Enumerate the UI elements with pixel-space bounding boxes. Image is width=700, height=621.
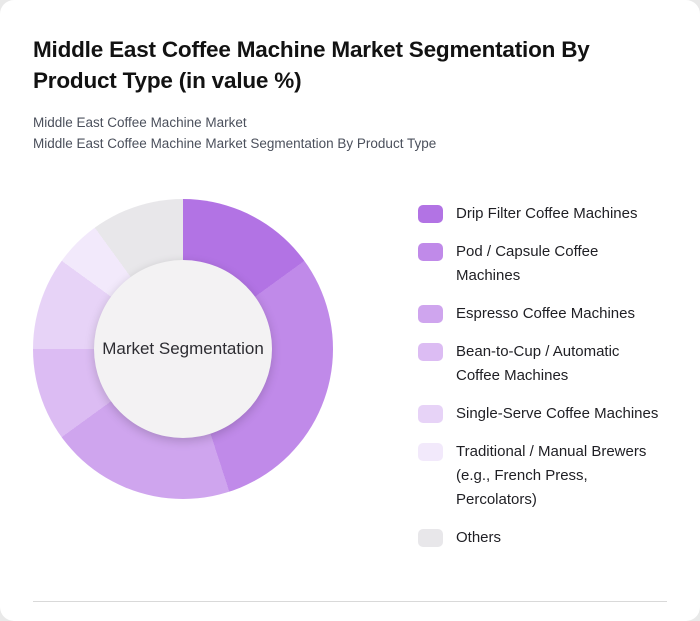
- legend-swatch: [418, 305, 443, 323]
- subtitle-block: Middle East Coffee Machine Market Middle…: [33, 112, 667, 154]
- subtitle-line-2: Middle East Coffee Machine Market Segmen…: [33, 136, 437, 151]
- legend-label: Espresso Coffee Machines: [456, 305, 635, 322]
- legend-item: Espresso Coffee Machines: [418, 302, 663, 326]
- legend-swatch: [418, 243, 443, 261]
- legend-swatch: [418, 443, 443, 461]
- legend-label: Bean-to-Cup / Automatic Coffee Machines: [456, 343, 620, 384]
- legend-item: Drip Filter Coffee Machines: [418, 202, 663, 226]
- legend-item: Traditional / Manual Brewers (e.g., Frenc…: [418, 440, 663, 512]
- legend-label: Drip Filter Coffee Machines: [456, 205, 638, 222]
- legend-item: Pod / Capsule Coffee Machines: [418, 240, 663, 288]
- legend-label: Pod / Capsule Coffee Machines: [456, 243, 599, 284]
- legend-label: Traditional / Manual Brewers (e.g., Frenc…: [456, 443, 647, 508]
- legend-item: Single-Serve Coffee Machines: [418, 402, 663, 426]
- legend-swatch: [418, 343, 443, 361]
- legend-label: Single-Serve Coffee Machines: [456, 405, 659, 422]
- footer-divider: [33, 601, 667, 602]
- chart-area: Market Segmentation Drip Filter Coffee M…: [33, 199, 667, 564]
- donut-chart: Market Segmentation: [33, 199, 333, 499]
- page-title: Middle East Coffee Machine Market Segmen…: [33, 37, 590, 93]
- subtitle-line-1: Middle East Coffee Machine Market: [33, 115, 247, 130]
- legend-swatch: [418, 405, 443, 423]
- legend: Drip Filter Coffee Machines Pod / Capsule…: [418, 202, 663, 564]
- legend-item: Others: [418, 526, 663, 550]
- legend-label: Others: [456, 529, 502, 546]
- legend-swatch: [418, 205, 443, 223]
- legend-item: Bean-to-Cup / Automatic Coffee Machines: [418, 340, 663, 388]
- donut-hole: Market Segmentation: [94, 260, 272, 438]
- legend-swatch: [418, 529, 443, 547]
- donut-center-label: Market Segmentation: [102, 339, 264, 358]
